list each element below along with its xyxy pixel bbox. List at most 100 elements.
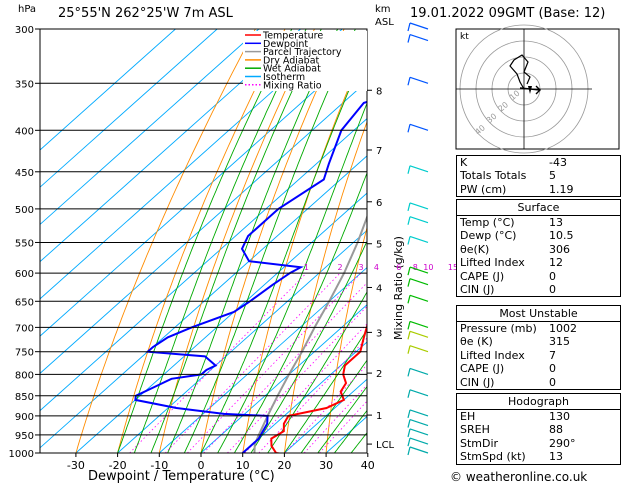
wind-barb (409, 294, 429, 302)
surface-row: Temp (°C) 13 (460, 216, 563, 229)
wind-barb (409, 428, 429, 436)
surface-row: Lifted Index 12 (460, 256, 563, 270)
wind-barb-flag (407, 165, 411, 174)
mixing-ratio-line (258, 337, 367, 453)
wind-barb (409, 446, 429, 454)
mixing-ratio-line (203, 282, 367, 453)
datetime-info: 19.01.2022 09GMT (Base: 12) (410, 6, 606, 21)
index-row-k: K -43 (460, 156, 567, 169)
hodograph-row: SREH 88 (460, 423, 563, 437)
wind-barb-flag (407, 446, 411, 456)
wind-barb-flag (407, 295, 411, 304)
wind-barb (409, 418, 429, 427)
temperature-line (270, 323, 367, 453)
wind-barb-flag (407, 409, 411, 419)
wind-barb-flag (407, 419, 411, 428)
legend-label: Parcel Trajectory (263, 47, 342, 58)
wind-barb (409, 266, 429, 274)
mixing-ratio-line (284, 364, 367, 453)
wind-barb-flag (407, 389, 411, 398)
wind-barb (409, 278, 429, 286)
legend-label: Temperature (262, 31, 323, 42)
pressure-tick-label: 650 (15, 297, 34, 308)
surface-panel: Surface Temp (°C) 13 Dewp (°C) 10.5 θe(K) 3… (456, 199, 621, 298)
wind-barb (409, 165, 429, 173)
isotherm-line (40, 29, 301, 263)
wind-barb-flag (407, 345, 411, 354)
pressure-tick-label: 950 (15, 431, 34, 442)
km-tick-label: 4 (376, 283, 382, 294)
parcel-trajectory-line (253, 214, 367, 453)
station-info: 25°55'N 262°25'W 7m ASL (58, 6, 233, 21)
most-unstable-row: CAPE (J) 0 (460, 362, 556, 376)
wet-adiabat (300, 359, 367, 453)
legend-label: Mixing Ratio (263, 80, 322, 91)
wind-barb (409, 33, 429, 42)
temperature-tick-label: -10 (150, 459, 168, 472)
km-tick-label: 8 (376, 86, 382, 97)
wet-adiabat (317, 385, 367, 453)
pressure-tick-label: 400 (15, 126, 34, 137)
isotherm-line (40, 155, 367, 449)
km-tick-label: LCL (376, 440, 395, 451)
temperature-tick-label: 10 (236, 459, 250, 472)
surface-row: Dewp (°C) 10.5 (460, 229, 574, 243)
most-unstable-title: Most Unstable (457, 306, 620, 322)
wind-barb (409, 330, 429, 338)
km-unit-label: km (375, 4, 391, 15)
wind-barb (409, 409, 429, 417)
pressure-tick-label: 700 (15, 323, 34, 334)
km-tick-label: 6 (376, 198, 382, 209)
wind-barb-flag (407, 321, 411, 330)
hodograph-row: EH 130 (460, 410, 570, 423)
legend-label: Wet Adiabat (263, 64, 321, 75)
mixing-ratio-label: 3 (358, 263, 363, 272)
hpa-unit-label: hPa (18, 4, 37, 15)
pressure-tick-label: 600 (15, 269, 34, 280)
wet-adiabat (284, 328, 367, 453)
temperature-tick-label: 20 (277, 459, 291, 472)
km-tick-label: 7 (376, 146, 382, 157)
legend-label: Isotherm (263, 72, 305, 83)
wind-barb-flag (407, 266, 411, 276)
indices-panel: K -43 Totals Totals 5 PW (cm) 1.19 (456, 155, 621, 198)
asl-unit-label: ASL (375, 17, 394, 28)
isotherm-line (40, 29, 343, 300)
isotherm-line (75, 192, 367, 453)
wind-barb-flag (407, 34, 411, 43)
pressure-tick-label: 300 (15, 25, 34, 36)
pressure-tick-label: 750 (15, 348, 34, 359)
legend-label: Dry Adiabat (263, 55, 320, 66)
wind-barb-flag (407, 216, 411, 225)
pressure-tick-label: 350 (15, 79, 34, 90)
wind-barb (409, 76, 429, 84)
most-unstable-row: θe (K) 315 (460, 335, 570, 349)
pressure-tick-label: 500 (15, 205, 34, 216)
temperature-tick-label: 30 (319, 459, 333, 472)
dry-adiabat (283, 120, 367, 453)
mixing-ratio-line (129, 272, 307, 453)
index-row-totals: Totals Totals 5 (460, 169, 556, 183)
temperature-tick-label: 0 (198, 459, 205, 472)
km-tick-label: 5 (376, 240, 382, 251)
wet-adiabat (150, 29, 322, 453)
mixing-ratio-label: 15 (448, 263, 458, 272)
dewpoint-line (134, 72, 367, 453)
isotherm-line (40, 29, 218, 188)
x-axis-label: Dewpoint / Temperature (°C) (88, 469, 275, 484)
wind-barb-flag (407, 278, 411, 287)
temperature-tick-label: 40 (361, 459, 375, 472)
pressure-tick-label: 850 (15, 392, 34, 403)
pressure-tick-label: 800 (15, 370, 34, 381)
index-row-pw: PW (cm) 1.19 (460, 182, 574, 196)
plot-frame (39, 28, 368, 454)
most-unstable-panel: Most Unstable Pressure (mb) 1002 θe (K) 31… (456, 305, 621, 390)
surface-row: CAPE (J) 0 (460, 269, 556, 283)
most-unstable-row: Pressure (mb) 1002 (460, 322, 577, 335)
wind-barb (409, 367, 429, 375)
isotherm-line (40, 29, 260, 226)
isotherm-line (200, 304, 367, 453)
wind-barb-flag (407, 428, 411, 438)
mixing-ratio-label: 8 (413, 263, 418, 272)
wind-barb-flag (407, 124, 411, 133)
